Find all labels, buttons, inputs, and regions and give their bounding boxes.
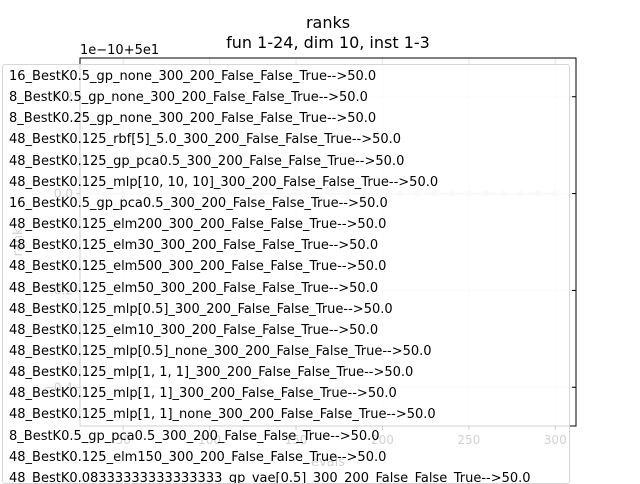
legend-entry: 48_BestK0.125_mlp[1, 1, 1]_300_200_False… bbox=[9, 365, 414, 381]
y-offset-label: 1e−10+5e1 bbox=[80, 43, 159, 58]
legend-entry: 48_BestK0.125_mlp[0.5]_300_200_False_Fal… bbox=[9, 301, 393, 317]
legend-entry: 48_BestK0.125_elm50_300_200_False_False_… bbox=[9, 280, 379, 296]
legend-entry: 48_BestK0.08333333333333333_gp_vae[0.5]_… bbox=[9, 470, 531, 484]
legend-entry: 48_BestK0.125_mlp[1, 1]_300_200_False_Fa… bbox=[9, 386, 397, 402]
legend-entry: 16_BestK0.5_gp_pca0.5_300_200_False_Fals… bbox=[9, 195, 388, 211]
legend-entry: 48_BestK0.125_mlp[0.5]_none_300_200_Fals… bbox=[9, 343, 432, 359]
chart-subtitle: fun 1-24, dim 10, inst 1-3 bbox=[226, 33, 430, 52]
legend-entry: 16_BestK0.5_gp_none_300_200_False_False_… bbox=[9, 69, 377, 84]
chart-legend: 16_BestK0.5_gp_none_300_200_False_False_… bbox=[2, 64, 570, 484]
legend-entry: 8_BestK0.5_gp_none_300_200_False_False_T… bbox=[9, 90, 368, 106]
legend-entry: 8_BestK0.25_gp_none_300_200_False_False_… bbox=[9, 111, 377, 127]
legend-entry: 48_BestK0.125_elm30_300_200_False_False_… bbox=[9, 238, 379, 254]
legend-entry: 48_BestK0.125_mlp[1, 1]_none_300_200_Fal… bbox=[9, 407, 436, 423]
legend-entry: 48_BestK0.125_gp_pca0.5_300_200_False_Fa… bbox=[9, 153, 405, 169]
legend-entry: 48_BestK0.125_elm500_300_200_False_False… bbox=[9, 259, 387, 275]
legend-entry: 48_BestK0.125_elm200_300_200_False_False… bbox=[9, 217, 387, 233]
legend-entry: 8_BestK0.5_gp_pca0.5_300_200_False_False… bbox=[9, 428, 380, 444]
chart-title: ranks bbox=[306, 13, 350, 32]
legend-entry: 48_BestK0.125_rbf[5]_5.0_300_200_False_F… bbox=[9, 132, 402, 148]
legend-entry: 48_BestK0.125_mlp[10, 10, 10]_300_200_Fa… bbox=[9, 174, 439, 190]
legend-entry: 48_BestK0.125_elm10_300_200_False_False_… bbox=[9, 322, 379, 338]
legend-entry: 48_BestK0.125_elm150_300_200_False_False… bbox=[9, 449, 387, 465]
